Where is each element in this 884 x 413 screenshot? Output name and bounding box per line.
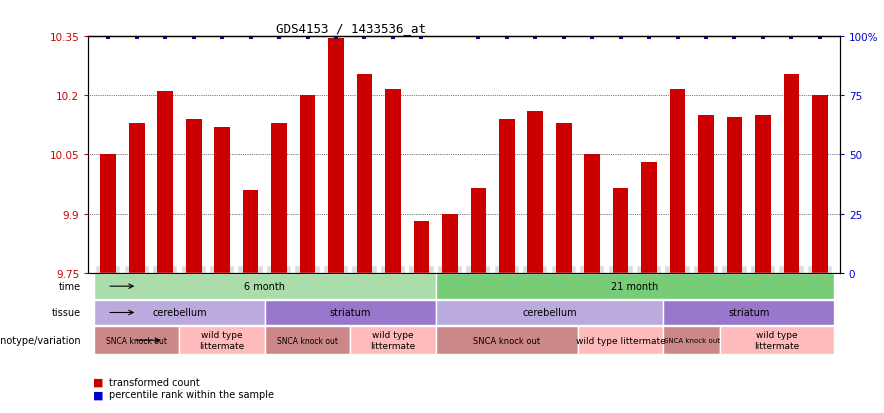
Bar (556, 123, 572, 273)
Bar (214, 128, 230, 273)
Bar (129, 123, 145, 273)
Text: striatum: striatum (330, 308, 371, 318)
Text: ■: ■ (93, 377, 103, 387)
Bar (783, 74, 799, 273)
Text: SNCA knock out: SNCA knock out (473, 336, 540, 345)
Bar (812, 96, 827, 273)
Text: percentile rank within the sample: percentile rank within the sample (109, 389, 274, 399)
Bar (436, 326, 578, 355)
Bar (720, 326, 834, 355)
Bar (300, 96, 316, 273)
Text: wild type
littermate: wild type littermate (755, 331, 800, 350)
Text: 6 month: 6 month (244, 282, 286, 292)
Bar (179, 326, 265, 355)
Text: tissue: tissue (52, 308, 81, 318)
Text: genotype/variation: genotype/variation (0, 335, 81, 345)
Bar (663, 300, 834, 325)
Text: 21 month: 21 month (611, 282, 659, 292)
Bar (94, 300, 265, 325)
Text: time: time (58, 282, 81, 292)
Bar (670, 90, 685, 273)
Bar (584, 155, 600, 273)
Bar (698, 116, 714, 273)
Text: SNCA knock out: SNCA knock out (664, 337, 720, 343)
Text: transformed count: transformed count (109, 377, 200, 387)
Text: wild type
littermate: wild type littermate (200, 331, 245, 350)
Text: wild type
littermate: wild type littermate (370, 331, 415, 350)
Bar (385, 90, 400, 273)
Bar (243, 190, 258, 273)
Bar (436, 300, 663, 325)
Text: SNCA knock out: SNCA knock out (277, 336, 338, 345)
Bar (613, 188, 629, 273)
Bar (101, 155, 116, 273)
Bar (727, 118, 743, 273)
Bar (265, 326, 350, 355)
Bar (186, 120, 202, 273)
Bar (350, 326, 436, 355)
Bar (578, 326, 663, 355)
Bar (442, 214, 458, 273)
Bar (271, 123, 287, 273)
Text: wild type littermate: wild type littermate (575, 336, 666, 345)
Bar (663, 326, 720, 355)
Bar (356, 74, 372, 273)
Text: cerebellum: cerebellum (152, 308, 207, 318)
Text: striatum: striatum (728, 308, 769, 318)
Text: SNCA knock out: SNCA knock out (106, 336, 167, 345)
Bar (328, 39, 344, 273)
Bar (414, 222, 430, 273)
Bar (528, 112, 543, 273)
Bar (94, 326, 179, 355)
Bar (157, 92, 173, 273)
Bar (436, 273, 834, 299)
Bar (265, 300, 436, 325)
Title: GDS4153 / 1433536_at: GDS4153 / 1433536_at (277, 21, 426, 35)
Bar (755, 116, 771, 273)
Text: ■: ■ (93, 389, 103, 399)
Bar (499, 120, 514, 273)
Bar (94, 273, 436, 299)
Bar (470, 188, 486, 273)
Text: cerebellum: cerebellum (522, 308, 576, 318)
Bar (641, 163, 657, 273)
